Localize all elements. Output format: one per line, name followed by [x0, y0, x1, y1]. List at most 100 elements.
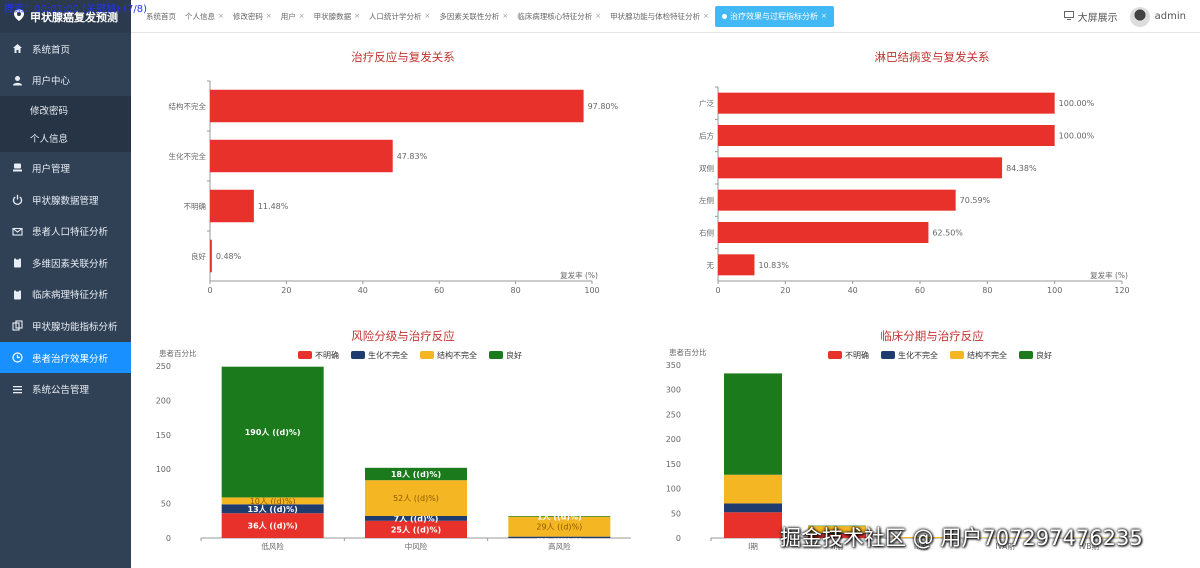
bar [210, 89, 584, 123]
topbar: 系统首页 个人信息 × 修改密码 × 用户 × 甲状腺数据 × 人口统计学分析 × 多因素关联性分析 ×… [131, 0, 1200, 33]
tab-5[interactable]: 人口统计学分析 × [366, 9, 433, 24]
sidebar-item-11[interactable]: 系统公告管理 [0, 373, 131, 405]
sidebar-item-label: 患者人口特征分析 [32, 227, 109, 239]
tab-close-icon[interactable]: × [424, 12, 431, 20]
y-tick-label: 350 [666, 361, 681, 370]
bar-segment [508, 536, 611, 538]
tab-1[interactable]: 个人信息 × [182, 9, 227, 24]
tab-close-icon[interactable]: × [265, 12, 272, 20]
sidebar-item-5[interactable]: 甲状腺数据管理 [0, 184, 131, 216]
sidebar-item-7[interactable]: 多维因素关联分析 [0, 247, 131, 279]
watermark: 掘金技术社区 @ 用户707297476235 [780, 526, 1143, 550]
sidebar-item-9[interactable]: 甲状腺功能指标分析 [0, 310, 131, 342]
tab-close-icon[interactable]: × [502, 12, 509, 20]
tab-4[interactable]: 甲状腺数据 × [311, 9, 363, 24]
x-tick-label: 0 [715, 286, 720, 295]
tab-label: 临床病理核心特征分析 [517, 11, 593, 21]
bar-segment [508, 515, 611, 517]
sidebar-item-2[interactable]: 修改密码 [0, 96, 131, 125]
tab-close-icon[interactable]: × [821, 12, 827, 20]
sidebar-item-10[interactable]: 患者治疗效果分析 [0, 341, 131, 374]
bar-segment [365, 480, 467, 516]
tab-6[interactable]: 多因素关联性分析 × [436, 9, 511, 24]
data-label: 7人 ((d)%) [394, 513, 439, 523]
tab-close-icon[interactable]: × [354, 12, 360, 20]
sidebar-menu: 系统首页用户中心修改密码 个人信息用户管理甲状腺数据管理患者人口特征分析多维因素关… [0, 33, 131, 405]
bar-segment [808, 533, 866, 535]
legend-label: 结构不完全 [967, 350, 1007, 360]
x-tick-label: 中风险 [405, 541, 428, 551]
sidebar-item-0[interactable]: 系统首页 [0, 33, 131, 65]
tab-close-icon[interactable]: × [298, 12, 305, 20]
bar-segment [508, 516, 611, 537]
bar-segment [808, 526, 866, 534]
legend-label: 良好 [1036, 350, 1052, 360]
bar [210, 189, 254, 223]
sidebar-item-label: 系统首页 [32, 44, 71, 56]
legend-label: 良好 [506, 350, 522, 360]
sidebar-item-1[interactable]: 用户中心 [0, 65, 131, 97]
data-label: 0.48% [216, 252, 242, 261]
legend-label: 生化不完全 [368, 350, 408, 360]
bar-segment [365, 515, 467, 521]
y-tick-label: 0 [166, 534, 171, 543]
bar-segment [221, 366, 324, 498]
sidebar-item-3[interactable]: 个人信息 [0, 124, 131, 153]
tab-3[interactable]: 用户 × [278, 9, 308, 24]
x-tick-label: 低风险 [261, 541, 284, 551]
bar-segment [724, 474, 782, 504]
y-tick-label: 50 [671, 509, 681, 518]
data-label: 190人 ((d)%) [245, 427, 301, 437]
tab-0[interactable]: 系统首页 [143, 9, 179, 24]
bar [210, 239, 212, 273]
tab-8[interactable]: 甲状腺功能与体检特征分析 × [607, 9, 712, 24]
sidebar-item-8[interactable]: 临床病理特征分析 [0, 279, 131, 311]
legend-swatch [950, 351, 964, 359]
sidebar-item-label: 用户管理 [32, 163, 71, 175]
x-tick-label: 60 [434, 286, 444, 295]
fullscreen-button[interactable]: 大屏展示 [1063, 9, 1118, 24]
bar [718, 157, 1003, 179]
tab-label: 系统首页 [146, 11, 176, 21]
location-pin-icon [14, 9, 24, 24]
y-tick-label: 150 [666, 460, 681, 469]
users-icon [12, 162, 23, 173]
x-tick-label: 60 [915, 286, 925, 295]
sidebar-item-label: 用户中心 [32, 76, 71, 88]
data-label: 62.50% [932, 229, 963, 238]
list-icon [12, 384, 23, 395]
x-tick-label: 80 [982, 286, 992, 295]
app-logo[interactable]: 甲状腺癌复发预测 [0, 0, 131, 33]
x-axis-label: 复发率 (%) [1090, 270, 1128, 280]
sidebar-item-6[interactable]: 患者人口特征分析 [0, 215, 131, 247]
username: admin [1154, 11, 1186, 22]
chart-0: 治疗反应与复发关系 0 20 40 60 80 100 结构不完全 97.80% 生化不完全 47.… [169, 50, 619, 295]
sidebar-item-4[interactable]: 用户管理 [0, 152, 131, 184]
tab-9[interactable]: 治疗效果与过程指标分析 × [715, 5, 834, 27]
user-icon [12, 75, 23, 86]
bar-segment [221, 513, 324, 538]
y-tick-label: 250 [156, 362, 171, 371]
y-axis-label: 患者百分比 [669, 347, 707, 357]
tab-close-icon[interactable]: × [218, 12, 224, 20]
tab-close-icon[interactable]: × [703, 12, 709, 20]
x-tick-label: 0 [207, 286, 212, 295]
sidebar-item-label: 临床病理特征分析 [32, 290, 109, 302]
tab-2[interactable]: 修改密码 × [230, 9, 275, 24]
tab-close-icon[interactable]: × [595, 12, 602, 20]
y-tick-label: 0 [676, 534, 681, 543]
data-label: 11.48% [258, 202, 289, 211]
bar-segment [365, 467, 467, 481]
tab-7[interactable]: 临床病理核心特征分析 × [514, 9, 604, 24]
avatar [1129, 6, 1150, 27]
app-title: 甲状腺癌复发预测 [30, 10, 118, 24]
bar [210, 139, 393, 173]
y-tick-label: 广泛 [699, 98, 714, 108]
x-tick-label: 高风险 [548, 541, 571, 551]
user-menu[interactable]: admin [1129, 6, 1186, 27]
bar-segment [221, 497, 324, 505]
data-label: 13人 ((d)%) [248, 504, 298, 514]
legend-label: 结构不完全 [437, 350, 477, 360]
x-tick-label: IVB期 [1079, 542, 1099, 551]
